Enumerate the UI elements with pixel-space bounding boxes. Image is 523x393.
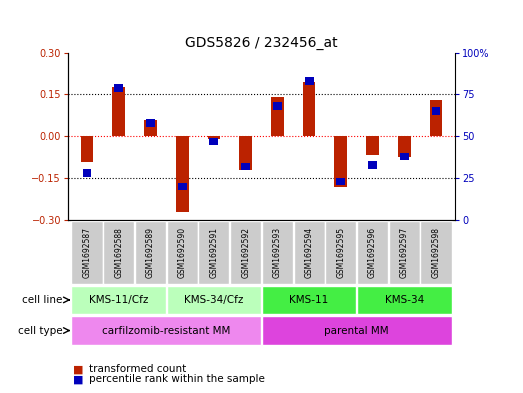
Bar <box>336 178 345 185</box>
Bar <box>335 136 347 187</box>
Bar <box>368 161 377 169</box>
Bar <box>304 77 313 85</box>
Bar <box>262 286 356 314</box>
Bar <box>293 221 325 284</box>
Text: GSM1692588: GSM1692588 <box>114 227 123 278</box>
Text: GSM1692590: GSM1692590 <box>178 227 187 278</box>
Bar <box>208 136 220 139</box>
Text: transformed count: transformed count <box>89 364 186 375</box>
Text: KMS-11/Cfz: KMS-11/Cfz <box>89 295 149 305</box>
Text: GSM1692587: GSM1692587 <box>83 227 92 278</box>
Bar <box>72 316 261 345</box>
Bar <box>400 153 408 160</box>
Bar <box>357 221 388 284</box>
Bar <box>241 163 250 170</box>
Bar <box>103 221 134 284</box>
Text: cell line: cell line <box>22 295 63 305</box>
Bar <box>230 221 261 284</box>
Bar <box>81 136 94 162</box>
Bar <box>357 286 451 314</box>
Bar <box>112 88 125 136</box>
Bar <box>176 136 188 212</box>
Bar <box>72 286 166 314</box>
Bar <box>273 103 282 110</box>
Text: GSM1692596: GSM1692596 <box>368 227 377 278</box>
Text: ■: ■ <box>73 364 84 375</box>
Bar <box>144 119 157 136</box>
Bar <box>271 97 283 136</box>
Bar <box>366 136 379 154</box>
Bar <box>429 100 442 136</box>
Text: GSM1692593: GSM1692593 <box>273 227 282 278</box>
Text: GSM1692591: GSM1692591 <box>209 227 219 278</box>
Text: KMS-11: KMS-11 <box>289 295 329 305</box>
Bar <box>303 82 315 136</box>
Bar <box>240 136 252 170</box>
Bar <box>420 221 451 284</box>
Bar <box>167 221 198 284</box>
Bar <box>72 221 103 284</box>
Text: GSM1692598: GSM1692598 <box>431 227 440 278</box>
Bar <box>146 119 155 127</box>
Text: carfilzomib-resistant MM: carfilzomib-resistant MM <box>102 325 231 336</box>
Bar <box>115 84 123 92</box>
Text: GSM1692595: GSM1692595 <box>336 227 345 278</box>
Bar <box>167 286 261 314</box>
Bar <box>389 221 420 284</box>
Text: GSM1692594: GSM1692594 <box>304 227 314 278</box>
Bar <box>83 169 92 177</box>
Bar <box>262 316 451 345</box>
Bar <box>325 221 356 284</box>
Bar <box>431 107 440 115</box>
Text: KMS-34: KMS-34 <box>384 295 424 305</box>
Bar <box>135 221 166 284</box>
Text: ■: ■ <box>73 374 84 384</box>
Text: GSM1692592: GSM1692592 <box>241 227 250 278</box>
Text: GSM1692589: GSM1692589 <box>146 227 155 278</box>
Title: GDS5826 / 232456_at: GDS5826 / 232456_at <box>185 36 338 50</box>
Bar <box>178 183 187 191</box>
Text: KMS-34/Cfz: KMS-34/Cfz <box>184 295 244 305</box>
Text: GSM1692597: GSM1692597 <box>400 227 409 278</box>
Text: parental MM: parental MM <box>324 325 389 336</box>
Bar <box>210 138 219 145</box>
Text: percentile rank within the sample: percentile rank within the sample <box>89 374 265 384</box>
Bar <box>398 136 411 157</box>
Bar <box>262 221 293 284</box>
Text: cell type: cell type <box>18 325 63 336</box>
Bar <box>198 221 230 284</box>
